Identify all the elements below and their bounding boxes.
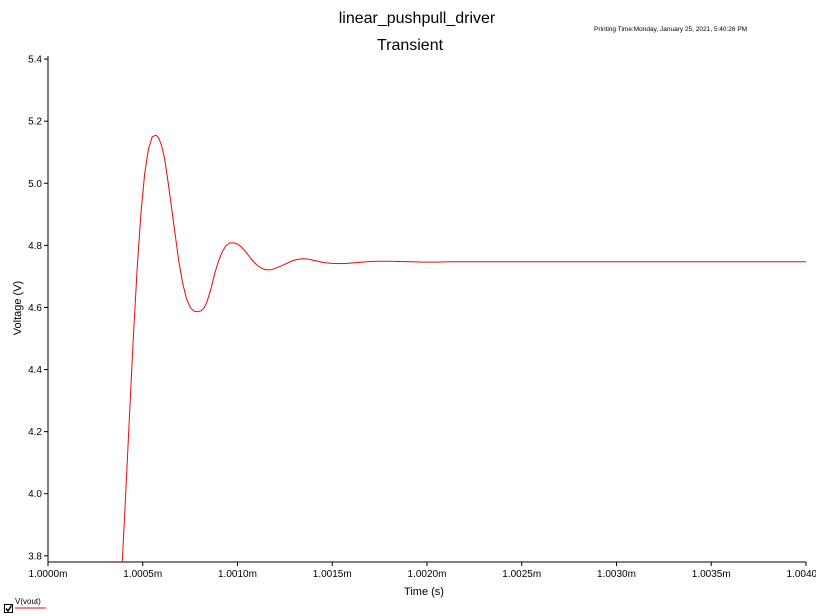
x-axis-ticks: 1.0000m 1.0005m 1.0010m 1.0015m 1.0020m 1.002… — [29, 562, 816, 580]
x-tick-label: 1.0005m — [123, 569, 162, 580]
legend-label: V(vout) — [15, 597, 41, 606]
printing-time: Printing Time:Monday, January 25, 2021, … — [594, 26, 747, 33]
chart-subtitle: Transient — [377, 37, 444, 54]
x-tick-label: 1.0035m — [692, 569, 731, 580]
y-tick-label: 5.0 — [28, 179, 42, 190]
x-tick-label: 1.0015m — [313, 569, 352, 580]
y-tick-label: 4.2 — [28, 427, 42, 438]
y-tick-label: 3.8 — [28, 551, 42, 562]
y-tick-label: 4.6 — [28, 303, 42, 314]
check-icon — [5, 605, 13, 613]
x-axis-label: Time (s) — [404, 586, 444, 598]
legend-checkbox[interactable] — [4, 604, 13, 613]
x-tick-label: 1.0020m — [408, 569, 447, 580]
y-tick-label: 4.8 — [28, 241, 42, 252]
x-tick-label: 1.0025m — [502, 569, 541, 580]
y-tick-label: 4.4 — [28, 365, 42, 376]
legend: V(vout) — [4, 597, 46, 613]
x-tick-label: 1.0040m — [787, 569, 816, 580]
y-tick-label: 5.4 — [28, 55, 42, 66]
series-line-vout — [121, 134, 806, 563]
y-tick-label: 4.0 — [28, 489, 42, 500]
x-tick-label: 1.0000m — [29, 569, 68, 580]
y-tick-label: 5.2 — [28, 117, 42, 128]
chart-title: linear_pushpull_driver — [339, 10, 496, 27]
x-tick-label: 1.0010m — [218, 569, 257, 580]
y-axis-ticks: 3.8 4.0 4.2 4.4 4.6 4.8 5.0 5.2 5.4 — [28, 55, 48, 562]
axes — [47, 56, 806, 563]
y-axis-label: Voltage (V) — [12, 281, 24, 335]
series-layer — [121, 134, 806, 563]
x-tick-label: 1.0030m — [597, 569, 636, 580]
